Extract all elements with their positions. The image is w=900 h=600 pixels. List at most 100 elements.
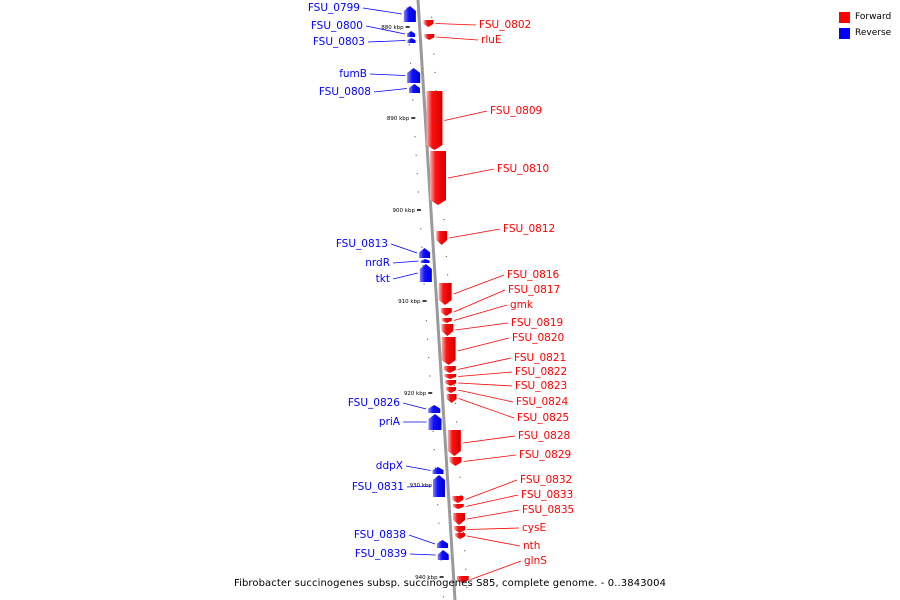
gene-feature-fsu-0826[interactable] (428, 405, 441, 413)
gene-feature-fsu-0810[interactable] (429, 151, 446, 205)
gene-feature-tkt[interactable] (419, 264, 432, 282)
gene-label-fsu-0820[interactable]: FSU_0820 (512, 332, 564, 344)
gene-label-fsu-0829[interactable]: FSU_0829 (519, 449, 571, 461)
gene-leader-line (465, 479, 518, 500)
gene-label-fsu-0824[interactable]: FSU_0824 (516, 396, 568, 408)
gene-label-fsu-0832[interactable]: FSU_0832 (520, 474, 572, 486)
gene-leader-line (458, 382, 513, 387)
gene-feature-fsu-0817[interactable] (440, 308, 452, 316)
gene-leader-line (362, 7, 402, 15)
gene-feature-nth[interactable] (455, 533, 466, 539)
gene-feature-fsu-0803[interactable] (407, 38, 416, 43)
axis-tick-labels: 880 kbp 890 kbp 900 kbp 910 kbp 920 kbp 930 k… (381, 25, 438, 581)
legend-reverse-label: Reverse (855, 28, 892, 38)
label-leader-lines (362, 7, 522, 580)
gene-label-fsu-0822[interactable]: FSU_0822 (515, 366, 567, 378)
gene-label-fsu-0828[interactable]: FSU_0828 (518, 430, 570, 442)
gene-feature-fsu-0823[interactable] (445, 380, 457, 386)
gene-feature-fsu-0831[interactable] (432, 475, 445, 497)
gene-leader-line (392, 272, 418, 280)
gene-label-fsu-0803[interactable]: FSU_0803 (313, 36, 365, 48)
gene-label-fsu-0823[interactable]: FSU_0823 (515, 380, 567, 392)
gene-label-fsu-0810[interactable]: FSU_0810 (497, 163, 549, 175)
gene-feature-fsu-0838[interactable] (437, 540, 449, 548)
gene-feature-fsu-0825[interactable] (446, 394, 457, 403)
gene-leader-line (390, 243, 418, 254)
gene-feature-fumb[interactable] (407, 68, 421, 83)
gene-feature-fsu-0832[interactable] (452, 496, 464, 503)
gene-label-pria[interactable]: priA (379, 416, 401, 428)
gene-feature-fsu-0820[interactable] (441, 337, 456, 365)
gene-leader-line (405, 465, 431, 471)
gene-feature-fsu-0812[interactable] (436, 231, 448, 245)
gene-label-fsu-0799[interactable]: FSU_0799 (308, 2, 360, 14)
gene-label-fsu-0821[interactable]: FSU_0821 (514, 352, 566, 364)
gene-feature-fsu-0802[interactable] (423, 20, 434, 27)
gene-leader-line (435, 23, 477, 26)
gene-label-fsu-0808[interactable]: FSU_0808 (319, 86, 371, 98)
gene-feature-gmk[interactable] (441, 318, 452, 323)
legend: Forward Reverse (839, 9, 891, 41)
gene-label-gmk[interactable]: gmk (510, 299, 534, 311)
gene-label-fsu-0833[interactable]: FSU_0833 (521, 489, 573, 501)
gene-label-nth[interactable]: nth (523, 540, 540, 552)
gene-label-fsu-0831[interactable]: FSU_0831 (352, 481, 404, 493)
gene-label-glns[interactable]: glnS (524, 555, 547, 567)
gene-leader-line (462, 435, 516, 444)
gene-label-fsu-0826[interactable]: FSU_0826 (348, 397, 400, 409)
gene-leader-line (457, 389, 514, 403)
legend-reverse: Reverse (839, 25, 891, 41)
gene-leader-line (444, 110, 488, 121)
gene-label-tkt[interactable]: tkt (376, 273, 390, 285)
gene-leader-line (373, 88, 407, 93)
gene-feature-fsu-0813[interactable] (419, 248, 431, 258)
gene-leader-line (365, 25, 406, 35)
gene-feature-fsu-0824[interactable] (446, 387, 457, 393)
gene-feature-glns[interactable] (456, 576, 469, 583)
gene-feature-fsu-0816[interactable] (438, 283, 452, 305)
gene-feature-nrdr[interactable] (420, 259, 430, 263)
gene-label-fsu-0800[interactable]: FSU_0800 (311, 20, 363, 32)
gene-label-ddpx[interactable]: ddpX (376, 460, 403, 472)
gene-feature-fsu-0819[interactable] (441, 324, 454, 336)
gene-label-fsu-0813[interactable]: FSU_0813 (336, 238, 388, 250)
gene-feature-ddpx[interactable] (432, 467, 444, 474)
gene-leader-line (457, 337, 510, 352)
gene-feature-fsu-0800[interactable] (407, 31, 416, 37)
gene-leader-line (467, 527, 520, 530)
gene-label-fsu-0835[interactable]: FSU_0835 (522, 504, 574, 516)
gene-label-fsu-0819[interactable]: FSU_0819 (511, 317, 563, 329)
gene-label-rlue[interactable]: rluE (481, 34, 502, 46)
gene-feature-fsu-0799[interactable] (403, 6, 416, 22)
genome-axis (416, 0, 457, 600)
gene-feature-fsu-0808[interactable] (408, 84, 420, 93)
gene-label-fsu-0838[interactable]: FSU_0838 (354, 529, 406, 541)
gene-label-fsu-0812[interactable]: FSU_0812 (503, 223, 555, 235)
gene-leader-line (455, 322, 509, 331)
gene-label-fsu-0839[interactable]: FSU_0839 (355, 548, 407, 560)
gene-feature-fsu-0829[interactable] (449, 457, 462, 466)
gene-label-fsu-0825[interactable]: FSU_0825 (517, 412, 569, 424)
gene-feature-fsu-0835[interactable] (453, 513, 466, 525)
gene-feature-fsu-0821[interactable] (443, 366, 456, 373)
gene-feature-pria[interactable] (428, 414, 442, 430)
gene-feature-fsu-0809[interactable] (426, 91, 443, 150)
gene-label-fsu-0809[interactable]: FSU_0809 (490, 105, 542, 117)
gene-label-nrdr[interactable]: nrdR (365, 257, 390, 269)
gene-feature-rlue[interactable] (424, 34, 435, 40)
gene-feature-fsu-0828[interactable] (447, 430, 461, 456)
gene-label-fsu-0817[interactable]: FSU_0817 (508, 284, 560, 296)
gene-label-fsu-0816[interactable]: FSU_0816 (507, 269, 559, 281)
axis-tick-label: 880 kbp (381, 25, 404, 31)
gene-label-cyse[interactable]: cysE (522, 522, 546, 534)
gene-leader-line (402, 402, 427, 410)
gene-leader-line (463, 454, 517, 462)
reverse-swatch (839, 27, 850, 39)
gene-label-fsu-0802[interactable]: FSU_0802 (479, 19, 531, 31)
gene-feature-fsu-0839[interactable] (437, 550, 449, 560)
gene-feature-fsu-0833[interactable] (452, 504, 464, 509)
gene-feature-cyse[interactable] (454, 526, 466, 533)
gene-label-fumb[interactable]: fumB (339, 68, 367, 80)
gene-feature-fsu-0822[interactable] (444, 374, 457, 379)
gene-leader-line (367, 40, 406, 43)
